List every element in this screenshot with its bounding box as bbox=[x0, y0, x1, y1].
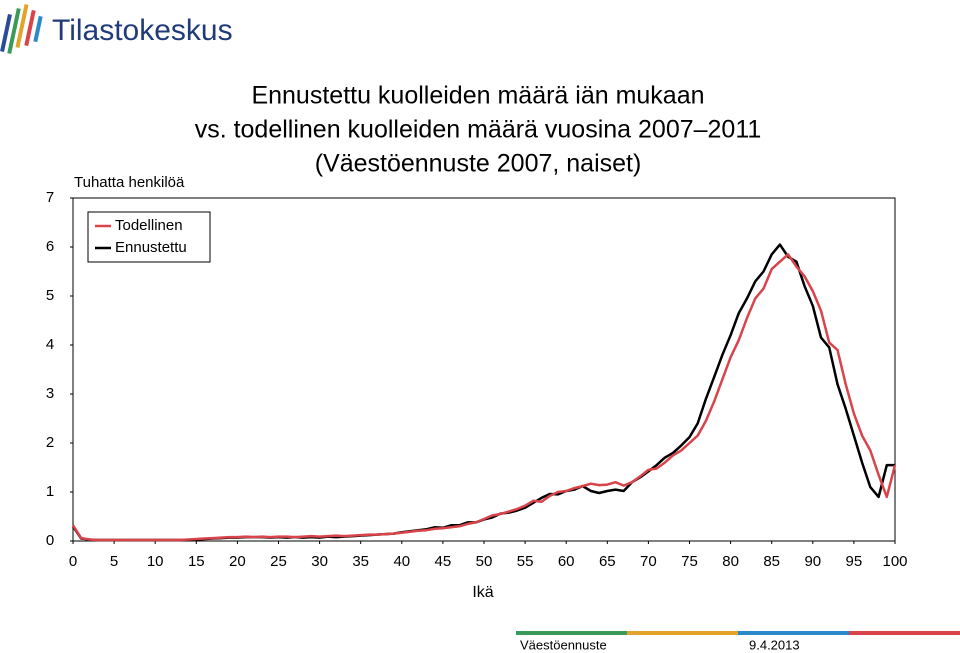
legend-label: Ennustettu bbox=[115, 239, 187, 256]
x-tick-label: 30 bbox=[311, 553, 328, 570]
x-tick-label: 60 bbox=[558, 553, 575, 570]
footer-stripe bbox=[516, 631, 627, 635]
y-tick-label: 4 bbox=[46, 336, 54, 353]
footer-stripe bbox=[738, 631, 849, 635]
x-tick-label: 70 bbox=[640, 553, 657, 570]
footer-source: Väestöennuste bbox=[520, 637, 607, 652]
x-tick-label: 100 bbox=[882, 553, 907, 570]
footer: Väestöennuste 9.4.2013 bbox=[516, 631, 960, 652]
x-tick-label: 15 bbox=[188, 553, 205, 570]
x-tick-label: 55 bbox=[517, 553, 534, 570]
y-axis-label: Tuhatta henkilöä bbox=[74, 174, 185, 191]
y-tick-label: 7 bbox=[46, 189, 54, 206]
x-tick-label: 95 bbox=[846, 553, 863, 570]
x-tick-label: 5 bbox=[110, 553, 118, 570]
footer-stripe bbox=[849, 631, 960, 635]
title-line: vs. todellinen kuolleiden määrä vuosina … bbox=[195, 116, 762, 144]
x-tick-label: 80 bbox=[722, 553, 739, 570]
legend-label: Todellinen bbox=[115, 217, 183, 234]
x-tick-label: 25 bbox=[270, 553, 287, 570]
logo-icon bbox=[0, 4, 43, 54]
x-tick-label: 0 bbox=[69, 553, 77, 570]
x-tick-label: 65 bbox=[599, 553, 616, 570]
x-tick-label: 50 bbox=[476, 553, 493, 570]
legend-box bbox=[87, 211, 211, 263]
footer-stripe bbox=[627, 631, 738, 635]
y-tick-label: 3 bbox=[46, 385, 54, 402]
x-tick-label: 20 bbox=[229, 553, 246, 570]
x-tick-label: 45 bbox=[435, 553, 452, 570]
x-tick-label: 10 bbox=[147, 553, 164, 570]
x-tick-label: 90 bbox=[804, 553, 821, 570]
y-tick-label: 0 bbox=[46, 532, 54, 549]
x-tick-label: 75 bbox=[681, 553, 698, 570]
title-line: (Väestöennuste 2007, naiset) bbox=[315, 150, 642, 178]
data-line bbox=[71, 253, 897, 542]
footer-date: 9.4.2013 bbox=[749, 637, 800, 652]
y-tick-label: 5 bbox=[46, 287, 54, 304]
x-axis-label: Ikä bbox=[472, 584, 493, 601]
y-tick-label: 2 bbox=[46, 434, 54, 451]
x-tick-label: 85 bbox=[763, 553, 780, 570]
x-tick-label: 35 bbox=[352, 553, 369, 570]
logo-text: Tilastokeskus bbox=[52, 14, 233, 47]
title-line: Ennustettu kuolleiden määrä iän mukaan bbox=[251, 82, 704, 110]
x-tick-label: 40 bbox=[393, 553, 410, 570]
y-tick-label: 1 bbox=[46, 483, 54, 500]
data-line bbox=[71, 243, 895, 542]
y-tick-label: 6 bbox=[46, 238, 54, 255]
